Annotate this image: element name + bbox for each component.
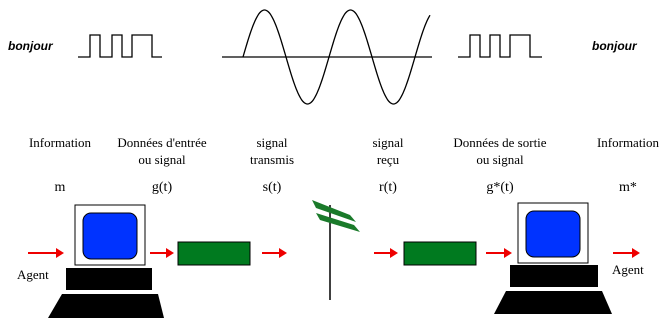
diagram: bonjour bonjour Information m Données d'en…: [0, 0, 667, 318]
stage-symbol: r(t): [379, 180, 397, 195]
stage-label: ou signal: [476, 152, 524, 167]
agent-label: Agent: [612, 262, 644, 277]
agent-label: Agent: [17, 267, 49, 282]
arrow-head: [166, 248, 174, 258]
encoder: [178, 242, 250, 265]
stage-symbol: m: [55, 180, 66, 195]
stage-symbol: s(t): [263, 180, 282, 195]
arrow-head: [390, 248, 398, 258]
stage-label: signal: [372, 135, 403, 150]
arrow-head: [632, 248, 640, 258]
square-wave: [458, 35, 542, 57]
arrow-head: [504, 248, 512, 258]
input-word: bonjour: [8, 39, 54, 53]
stage-label: Information: [597, 135, 660, 150]
stage-symbol: g*(t): [486, 180, 514, 195]
decoder: [404, 242, 476, 265]
receiver-computer: [494, 203, 612, 314]
output-word: bonjour: [592, 39, 638, 53]
arrow-head: [279, 248, 287, 258]
antenna: [312, 200, 360, 300]
stage-symbol: m*: [619, 180, 637, 195]
stage-label: signal: [256, 135, 287, 150]
stage-label: Données de sortie: [453, 135, 546, 150]
stage-label: Données d'entrée: [117, 135, 207, 150]
sender-computer: [48, 205, 164, 318]
square-wave: [78, 35, 162, 57]
stage-label: reçu: [377, 152, 400, 167]
stage-label: ou signal: [138, 152, 186, 167]
stage-label: Information: [29, 135, 92, 150]
stage-label: transmis: [250, 152, 294, 167]
arrow-head: [56, 248, 64, 258]
stage-symbol: g(t): [152, 180, 173, 195]
